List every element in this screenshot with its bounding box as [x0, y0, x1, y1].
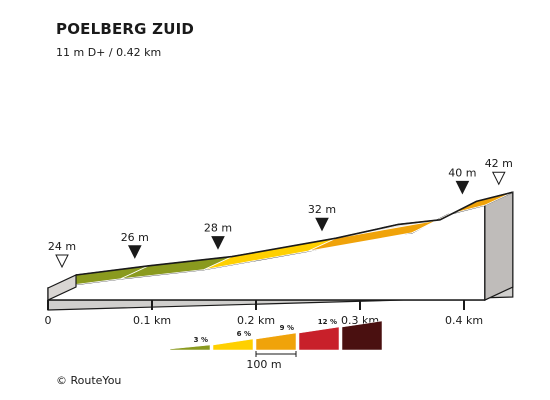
chart-subtitle: 11 m D+ / 0.42 km	[56, 46, 162, 59]
legend-swatch-0	[169, 344, 211, 351]
legend-swatch-4	[341, 320, 383, 351]
elevation-label-2: 28 m	[204, 222, 232, 235]
elevation-marker-3	[315, 217, 329, 232]
grade-legend: 3 % 6 % 9 % 12 % 100 m	[169, 318, 383, 371]
elevation-marker-2	[211, 236, 225, 250]
legend-scale-label: 100 m	[246, 358, 281, 371]
elevation-label-1: 26 m	[121, 231, 149, 244]
legend-swatch-1	[212, 338, 254, 351]
x-tick-label-0: 0	[45, 314, 52, 327]
x-tick-label-1: 0.1 km	[133, 314, 171, 327]
legend-swatch-2	[255, 332, 297, 351]
elevation-label-3: 32 m	[308, 203, 336, 216]
elevation-marker-0	[55, 254, 69, 269]
elevation-labels: 24 m 26 m 28 m 32 m 40 m 42 m	[48, 157, 513, 269]
x-tick-label-4: 0.4 km	[445, 314, 483, 327]
x-tick-label-2: 0.2 km	[237, 314, 275, 327]
elevation-marker-5	[491, 171, 506, 186]
elevation-marker-1	[127, 245, 142, 259]
copyright-icon: ©	[56, 374, 67, 387]
brand-name: RouteYou	[70, 374, 122, 387]
legend-label-3: 12 %	[318, 318, 337, 326]
elevation-label-4: 40 m	[448, 166, 476, 179]
profile-start-cap	[47, 274, 77, 301]
legend-swatch-3	[298, 326, 340, 351]
legend-label-2: 9 %	[280, 324, 294, 332]
legend-label-1: 6 %	[237, 330, 251, 338]
elevation-label-5: 42 m	[485, 157, 513, 170]
profile-end-cap	[484, 191, 514, 301]
profile-ridge-line	[75, 191, 513, 276]
profile-side-layer	[47, 191, 514, 301]
routeyou-credit: © RouteYou	[56, 374, 121, 387]
legend-label-0: 3 %	[194, 336, 208, 344]
chart-title: POELBERG ZUID	[56, 20, 195, 38]
profile-top-layer	[47, 191, 513, 301]
elevation-marker-4	[455, 180, 470, 195]
elevation-label-0: 24 m	[48, 240, 76, 253]
